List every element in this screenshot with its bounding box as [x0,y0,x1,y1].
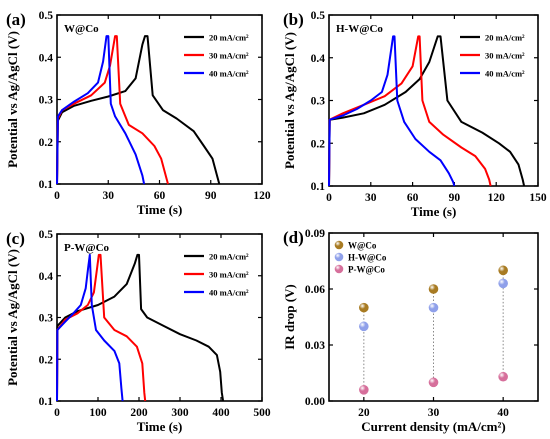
x-tick-label: 90 [205,190,217,202]
y-tick-label: 0.5 [39,229,54,241]
series-line [56,35,146,185]
x-tick-label: 300 [171,407,189,419]
x-axis-label: Current density (mA/cm²) [361,419,505,434]
legend-label: 40 mA/cm² [485,69,525,79]
x-tick-label: 500 [253,407,271,419]
data-point [498,265,508,276]
y-axis-label: IR drop (V) [282,284,297,350]
legend-marker [334,264,344,274]
series-line [56,253,225,402]
x-tick-label: 90 [449,192,461,204]
x-tick-label: 30 [428,407,440,419]
legend-label: W@Co [348,241,377,251]
x-tick-label: 40 [497,407,509,419]
data-point [428,377,439,388]
x-tick-label: 30 [365,192,377,204]
series-line [328,35,526,187]
x-tick-label: 0 [326,192,332,204]
y-tick-label: 0.09 [305,228,325,240]
y-axis-label: Potential vs Ag/AgCl (V) [5,31,20,168]
legend-label: 20 mA/cm² [209,33,249,43]
legend-label: H-W@Co [348,253,387,263]
data-point [428,284,439,294]
y-tick-label: 0.06 [305,284,325,296]
legend-marker [334,252,344,262]
series-line [56,253,147,402]
x-axis-label: Time (s) [137,202,183,217]
panel-label: (d) [283,228,304,247]
x-tick-label: 200 [130,407,148,419]
legend-label: P-W@Co [348,265,385,275]
data-point [359,321,369,332]
panel-label: (b) [283,10,304,29]
x-tick-label: 150 [529,192,547,204]
legend-label: 30 mA/cm² [209,270,249,280]
series-line [328,35,492,187]
panel-label: (c) [6,229,25,248]
x-tick-label: 0 [54,190,60,202]
series-line [328,35,456,187]
sample-label: P-W@Co [64,242,110,254]
legend-marker [334,240,344,250]
chart-panel: (b) 0.1 0.2 0.3 0.4 0.5 0 30 60 90 120 150 Time (s) P… [282,10,547,219]
y-tick-label: 0.4 [39,271,54,283]
y-tick-label: 0.2 [39,354,54,366]
data-point [359,302,369,313]
x-tick-label: 0 [54,407,60,419]
data-point [359,385,369,395]
sample-label: W@Co [64,23,99,35]
legend-label: 30 mA/cm² [485,51,525,61]
legend-label: 20 mA/cm² [485,33,525,43]
sample-label: H-W@Co [336,23,383,35]
legend-label: 20 mA/cm² [209,252,249,262]
data-point [498,371,508,382]
y-tick-label: 0.3 [311,96,326,108]
legend-label: 30 mA/cm² [209,51,249,61]
series-line [56,253,124,402]
x-tick-label: 120 [488,192,506,204]
x-tick-label: 30 [103,190,115,202]
x-tick-label: 20 [358,407,370,419]
x-tick-label: 400 [212,407,230,419]
x-tick-label: 100 [89,407,107,419]
x-tick-label: 120 [253,190,271,202]
y-tick-label: 0.4 [39,52,54,64]
legend-label: 40 mA/cm² [209,69,249,79]
y-tick-label: 0.2 [39,137,54,149]
x-tick-label: 60 [407,192,419,204]
legend-label: 40 mA/cm² [209,288,249,298]
y-tick-label: 0.2 [311,138,326,150]
y-tick-label: 0.5 [39,10,54,22]
y-axis-label: Potential vs Ag/AgCl (V) [5,249,20,386]
y-tick-label: 0.4 [311,53,326,65]
y-tick-label: 0.03 [305,340,325,352]
y-tick-label: 0.5 [311,10,326,22]
y-axis-label: Potential vs Ag/AgCl (V) [282,32,297,169]
y-tick-label: 0.1 [39,396,54,408]
chart-panel: (c) 0.1 0.2 0.3 0.4 0.5 0 100 200 300 400 500 Time (… [5,229,271,434]
y-tick-label: 0.1 [39,179,54,191]
data-point [428,302,439,313]
y-tick-label: 0.3 [39,95,54,107]
y-tick-label: 0.3 [39,313,54,325]
panel-label: (a) [6,10,26,29]
y-tick-label: 0.1 [311,181,326,193]
chart-panel: (a) 0.1 0.2 0.3 0.4 0.5 0 30 60 90 120 Time (s) Pote… [5,10,271,217]
x-axis-label: Time (s) [411,204,457,219]
x-tick-label: 60 [154,190,166,202]
data-point [498,278,508,289]
series-line [56,35,221,185]
y-tick-label: 0.00 [305,396,325,408]
x-axis-label: Time (s) [137,419,183,434]
